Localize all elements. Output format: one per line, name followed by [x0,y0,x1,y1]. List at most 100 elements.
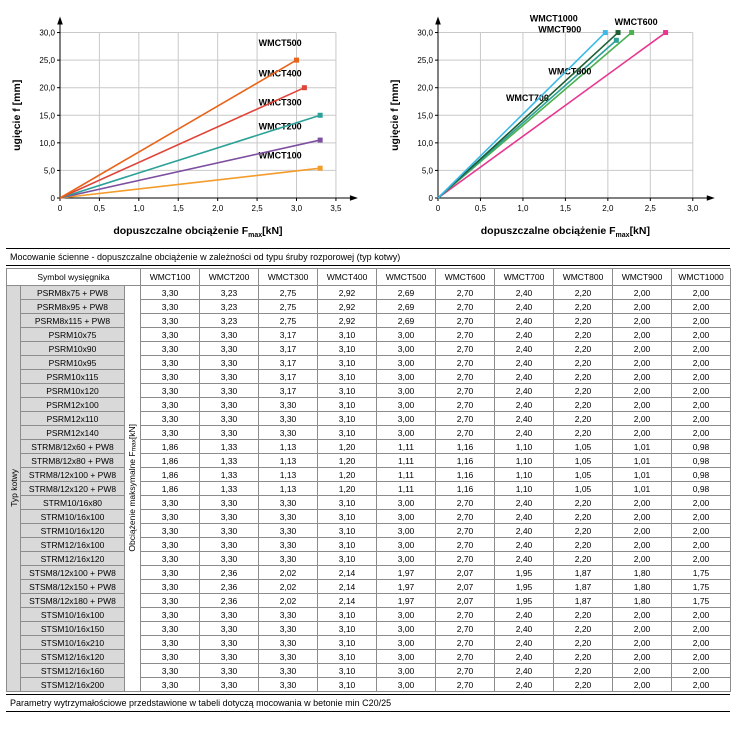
value-cell: 1,13 [258,481,319,496]
value-cell: 1,97 [376,593,437,608]
value-cell: 3,10 [317,551,378,566]
x-tick-label: 0 [436,204,441,213]
value-cell: 2,70 [435,411,496,426]
value-cell: 2,00 [671,411,732,426]
value-cell: 2,20 [553,369,614,384]
value-cell: 1,01 [612,467,673,482]
table-row: STSM12/16x200 3,30 3,30 3,30 3,10 3,00 2,70 2,4… [7,677,732,692]
value-cell: 2,07 [435,565,496,580]
series-line-WMCT300 [59,114,321,199]
row-symbol: PSRM12x140 [20,425,125,440]
value-cell: 3,30 [140,397,201,412]
value-cell: 2,40 [494,495,555,510]
series-label-WMCT300: WMCT300 [259,97,302,107]
value-cell: 2,40 [494,635,555,650]
value-cell: 2,40 [494,327,555,342]
value-cell: 2,20 [553,551,614,566]
column-header-wmct800: WMCT800 [553,268,614,286]
x-tick-label: 1,5 [173,204,185,213]
value-cell: 3,30 [199,621,260,636]
value-cell: 3,23 [199,285,260,300]
series-line-WMCT1000 [437,31,606,199]
value-cell: 3,30 [140,369,201,384]
value-cell: 2,20 [553,621,614,636]
table-row: Typ kotwy PSRM8x75 + PW8 Obciążenie maksym… [6,285,732,692]
series-label-WMCT500: WMCT500 [259,38,302,48]
row-symbol: STRM10/16x100 [20,509,125,524]
value-cell: 3,00 [376,355,437,370]
value-cell: 2,20 [553,537,614,552]
value-cell: 3,30 [199,355,260,370]
value-cell: 2,40 [494,397,555,412]
value-cell: 3,30 [140,383,201,398]
x-axis-arrow [349,195,358,201]
value-cell: 3,30 [258,635,319,650]
value-cell: 2,92 [317,313,378,328]
series-marker-WMCT700 [629,30,635,36]
value-cell: 1,87 [553,593,614,608]
value-cell: 3,00 [376,509,437,524]
value-cell: 1,75 [671,593,732,608]
row-symbol: STRM10/16x120 [20,523,125,538]
table-row: STSM10/16x150 3,30 3,30 3,30 3,10 3,00 2,70 2,4… [7,621,732,636]
value-cell: 3,30 [258,411,319,426]
value-cell: 3,00 [376,551,437,566]
value-cell: 3,30 [199,663,260,678]
value-cell: 3,30 [140,285,201,300]
row-symbol: STRM8/12x100 + PW8 [20,467,125,482]
value-cell: 1,75 [671,579,732,594]
value-cell: 3,30 [140,411,201,426]
x-tick-label: 2,5 [645,204,657,213]
value-cell: 1,10 [494,481,555,496]
value-cell: 2,70 [435,313,496,328]
value-cell: 2,70 [435,327,496,342]
value-cell: 1,86 [140,467,201,482]
table-row: STRM8/12x80 + PW8 1,86 1,33 1,13 1,20 1,11 1,1… [7,453,732,468]
series-marker-WMCT1000 [602,30,608,36]
table-row: STRM12/16x100 3,30 3,30 3,30 3,10 3,00 2,70 2,4… [7,537,732,552]
value-cell: 3,10 [317,397,378,412]
value-cell: 2,14 [317,565,378,580]
value-cell: 2,70 [435,397,496,412]
value-cell: 2,20 [553,411,614,426]
value-cell: 1,10 [494,439,555,454]
value-cell: 3,00 [376,607,437,622]
value-cell: 2,00 [612,621,673,636]
value-cell: 3,30 [258,495,319,510]
value-cell: 3,00 [376,635,437,650]
series-marker-WMCT500 [294,57,300,63]
table-caption: Mocowanie ścienne - dopuszczalne obciąże… [6,248,730,266]
row-symbol: STRM8/12x80 + PW8 [20,453,125,468]
value-cell: 3,30 [199,649,260,664]
value-cell: 3,17 [258,369,319,384]
value-cell: 2,00 [671,621,732,636]
value-cell: 0,98 [671,481,732,496]
value-cell: 2,70 [435,425,496,440]
value-cell: 3,00 [376,369,437,384]
value-cell: 1,05 [553,453,614,468]
row-symbol: PSRM12x100 [20,397,125,412]
value-cell: 1,01 [612,453,673,468]
value-cell: 3,00 [376,411,437,426]
value-cell: 2,70 [435,285,496,300]
value-cell: 3,30 [258,397,319,412]
value-cell: 3,00 [376,341,437,356]
value-cell: 3,30 [140,537,201,552]
x-tick-label: 1,0 [133,204,145,213]
value-cell: 3,10 [317,411,378,426]
value-cell: 1,20 [317,467,378,482]
value-cell: 1,16 [435,481,496,496]
value-cell: 2,00 [612,523,673,538]
value-cell: 2,36 [199,593,260,608]
value-cell: 3,17 [258,383,319,398]
value-cell: 1,13 [258,439,319,454]
value-cell: 3,10 [317,635,378,650]
row-symbol: PSRM10x115 [20,369,125,384]
series-line-WMCT100 [59,167,321,199]
row-symbol: PSRM12x110 [20,411,125,426]
value-cell: 2,40 [494,677,555,692]
table-row: STRM8/12x120 + PW8 1,86 1,33 1,13 1,20 1,11 1,… [7,481,732,496]
value-cell: 3,30 [140,355,201,370]
value-cell: 2,20 [553,495,614,510]
column-header-wmct900: WMCT900 [612,268,673,286]
